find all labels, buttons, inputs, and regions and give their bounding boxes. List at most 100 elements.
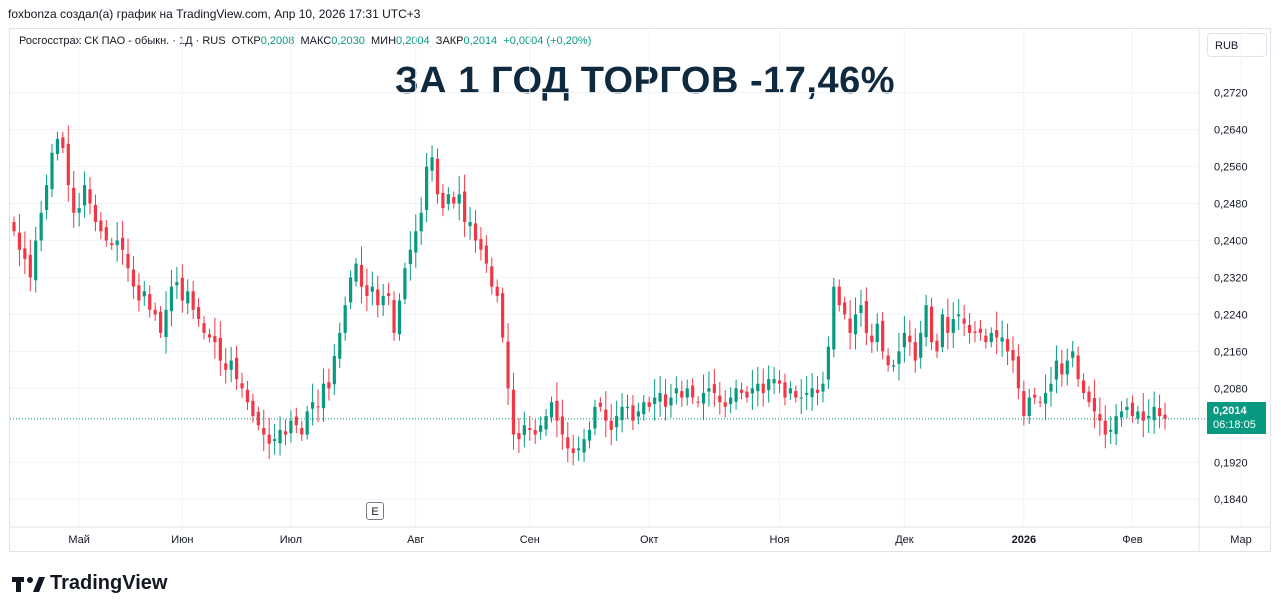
- candle-body: [1071, 351, 1075, 358]
- candle-body: [1103, 420, 1107, 435]
- candle-body: [864, 301, 868, 333]
- candle-body: [207, 334, 212, 338]
- candle-body: [376, 289, 380, 306]
- candle-body: [338, 332, 342, 359]
- candle-body: [1065, 360, 1069, 375]
- candle-body: [777, 380, 782, 384]
- candle-body: [1109, 429, 1113, 432]
- y-tick-label: 0,2080: [1214, 383, 1248, 395]
- candle-body: [598, 402, 602, 407]
- x-tick-label: Фев: [1122, 534, 1142, 546]
- candle-body: [957, 314, 961, 317]
- chart-headline: ЗА 1 ГОД ТОРГОВ -17,46%: [395, 60, 896, 102]
- candle-body: [381, 295, 385, 306]
- candle-body: [126, 253, 130, 269]
- open-label: ОТКР: [231, 35, 261, 47]
- candle-body: [305, 411, 309, 435]
- x-tick-label: Авг: [407, 534, 424, 546]
- candle-body: [1125, 406, 1129, 411]
- candle-body: [44, 185, 49, 210]
- candle-body: [1130, 402, 1135, 417]
- y-tick-label: 0,2320: [1214, 272, 1248, 284]
- candle-body: [848, 318, 852, 333]
- candle-body: [636, 411, 640, 417]
- candle-body: [718, 395, 722, 403]
- candle-body: [897, 351, 901, 364]
- candle-body: [61, 137, 65, 149]
- candle-body: [788, 388, 792, 394]
- candle-body: [951, 319, 955, 333]
- chart-frame[interactable]: [9, 28, 1271, 552]
- candle-body: [110, 243, 114, 246]
- candle-body: [1022, 391, 1026, 417]
- candle-body: [273, 439, 277, 441]
- candle-body: [180, 277, 184, 301]
- candle-body: [218, 337, 222, 361]
- candle-body: [902, 332, 906, 348]
- candle-body: [571, 448, 575, 454]
- candle-body: [397, 300, 402, 335]
- candle-body: [805, 392, 809, 395]
- tradingview-brand[interactable]: TradingView: [12, 572, 167, 595]
- candle-body: [1049, 383, 1053, 392]
- candle-body: [653, 397, 657, 405]
- candle-body: [859, 305, 863, 314]
- candle-body: [886, 355, 890, 366]
- candle-body: [1076, 355, 1080, 380]
- candle-body: [441, 192, 445, 209]
- x-tick-label: Мар: [1230, 534, 1252, 546]
- candle-body: [17, 232, 22, 250]
- symbol-description[interactable]: Росгосстрах СК ПАО - обыкн. · 1Д · RUS: [19, 35, 226, 47]
- candle-body: [663, 394, 668, 407]
- candle-body: [446, 194, 450, 204]
- currency-button[interactable]: RUB: [1207, 33, 1267, 57]
- candle-body: [837, 286, 841, 306]
- candle-body: [224, 363, 228, 370]
- candle-body: [1163, 414, 1167, 419]
- candle-body: [34, 240, 38, 281]
- candle-body: [756, 383, 760, 392]
- candle-body: [832, 286, 836, 350]
- y-tick-label: 0,2720: [1214, 88, 1248, 100]
- candle-body: [82, 185, 87, 206]
- open-value: 0,2008: [260, 35, 295, 47]
- events-button[interactable]: E: [366, 502, 384, 520]
- candle-body: [191, 291, 195, 310]
- candle-body: [767, 379, 771, 391]
- candle-body: [604, 409, 608, 421]
- candle-body: [435, 158, 440, 195]
- candle-body: [430, 157, 434, 171]
- candle-body: [55, 138, 60, 155]
- candle-body: [142, 291, 146, 297]
- candle-body: [262, 428, 266, 435]
- candle-body: [560, 416, 564, 435]
- candle-body: [924, 305, 928, 338]
- candle-body: [359, 264, 364, 287]
- candle-body: [577, 448, 581, 451]
- candle-body: [989, 332, 993, 343]
- candle-body: [555, 400, 559, 421]
- candle-body: [300, 428, 304, 435]
- candle-body: [772, 379, 776, 384]
- high-label: МАКС: [300, 35, 332, 47]
- low-label: МИН: [371, 35, 397, 47]
- candle-body: [674, 388, 678, 394]
- chart-legend: Росгосстрах СК ПАО - обыкн. · 1Д · RUS О…: [19, 35, 591, 47]
- candle-body: [501, 293, 505, 338]
- candle-body: [1087, 391, 1091, 403]
- candle-body: [457, 194, 461, 204]
- candle-body: [517, 433, 521, 440]
- candle-body: [387, 293, 391, 296]
- candle-body: [544, 416, 548, 430]
- x-tick-label: Июн: [171, 534, 193, 546]
- x-tick-label: Ноя: [770, 534, 790, 546]
- candle-body: [826, 346, 830, 380]
- candle-body: [528, 428, 532, 430]
- x-tick-label: Сен: [520, 534, 540, 546]
- candle-body: [587, 429, 592, 441]
- candle-body: [1027, 397, 1031, 417]
- candle-body: [267, 434, 271, 444]
- candle-body: [370, 286, 374, 292]
- candle-body: [680, 391, 684, 398]
